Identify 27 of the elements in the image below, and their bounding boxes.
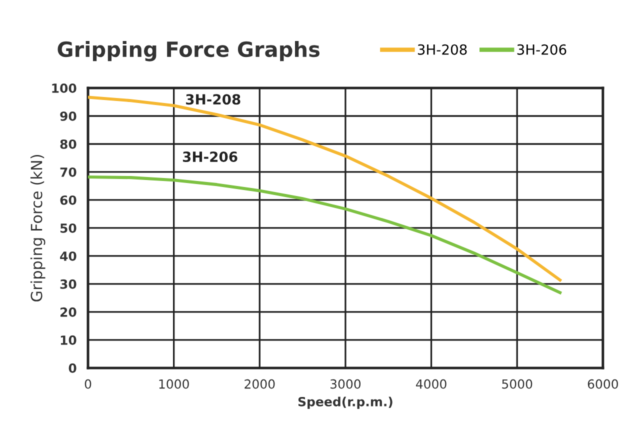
y-tick-label: 20 xyxy=(60,307,76,317)
x-tick-label: 4000 xyxy=(416,379,446,389)
legend-label: 3H-208 xyxy=(418,44,467,55)
y-tick-label: 100 xyxy=(52,83,76,93)
x-tick-label: 5000 xyxy=(502,379,532,389)
chart-title: Gripping Force Graphs xyxy=(58,41,320,62)
legend-label: 3H-206 xyxy=(517,44,566,55)
y-tick-label: 80 xyxy=(60,139,76,149)
y-tick-label: 60 xyxy=(60,195,76,205)
line-series xyxy=(88,175,562,294)
annotation: 3H-208 xyxy=(186,94,240,105)
x-axis-title: Speed(r.p.m.) xyxy=(298,396,392,409)
x-tick-label: 3000 xyxy=(330,379,361,389)
annotation: 3H-206 xyxy=(182,152,238,162)
y-tick-label: 10 xyxy=(60,335,76,345)
x-tick-label: 2000 xyxy=(244,379,275,389)
y-tick-label: 90 xyxy=(60,111,76,121)
y-tick-label: 50 xyxy=(60,223,76,233)
y-tick-label: 30 xyxy=(60,279,76,289)
x-tick-label: 6000 xyxy=(588,379,618,389)
y-axis-title: Gripping Force (kN) xyxy=(30,154,46,302)
x-tick-label: 1000 xyxy=(159,379,189,389)
y-tick-label: 40 xyxy=(60,251,76,261)
x-tick-label: 0 xyxy=(84,379,92,389)
line-series xyxy=(88,96,562,282)
y-tick-label: 70 xyxy=(60,167,76,177)
y-tick-label: 0 xyxy=(68,363,76,373)
